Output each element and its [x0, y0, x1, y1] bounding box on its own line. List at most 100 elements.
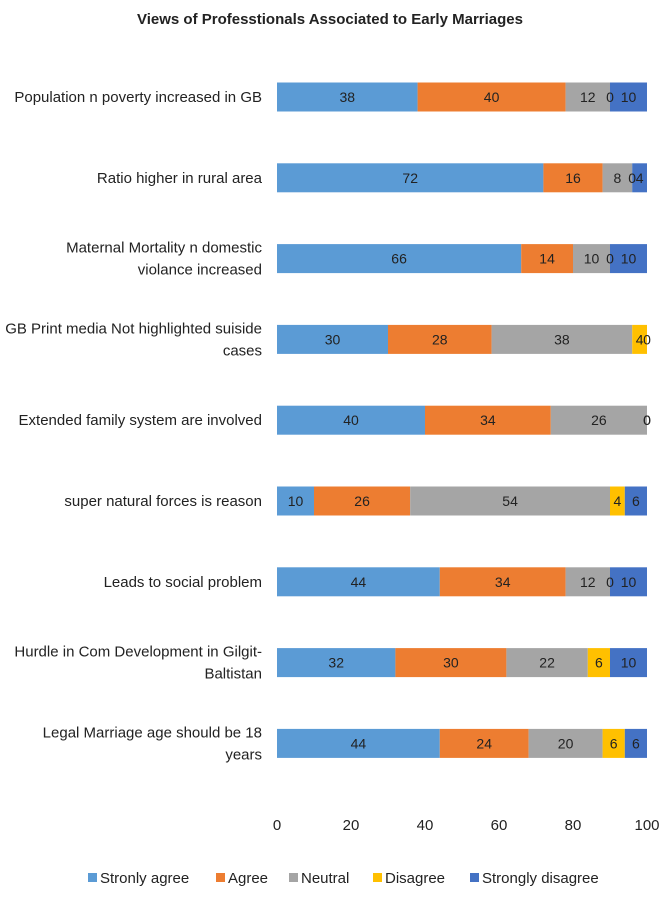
legend-label: Disagree — [385, 870, 445, 887]
data-label: 40 — [484, 89, 500, 105]
bar-segment — [602, 163, 633, 193]
data-label: 30 — [443, 655, 459, 671]
bar-segment — [439, 728, 529, 758]
bar-segment — [565, 567, 610, 597]
bar-segment — [521, 244, 573, 274]
bar-segment — [624, 486, 647, 516]
data-label: 12 — [580, 89, 596, 105]
bar-segment — [277, 324, 388, 354]
category-label-line: Ratio higher in rural area — [97, 170, 263, 187]
bar-segment — [602, 728, 625, 758]
x-tick-label: 60 — [491, 817, 508, 834]
bar-segment — [587, 648, 610, 678]
data-label: 4 — [636, 170, 644, 186]
category-label-line: violance increased — [138, 262, 262, 279]
bar-segment — [491, 324, 633, 354]
data-label: 4 — [636, 331, 644, 347]
category-label: Population n poverty increased in GB — [14, 89, 262, 106]
bar-segment — [395, 648, 507, 678]
data-label: 6 — [595, 655, 603, 671]
bar-segment — [410, 486, 610, 516]
data-label: 72 — [402, 170, 418, 186]
category-label-line: super natural forces is reason — [64, 493, 262, 510]
data-label: 44 — [351, 735, 367, 751]
bar-segment — [277, 163, 544, 193]
bars — [277, 82, 647, 758]
bar-segment — [277, 405, 425, 435]
data-label: 12 — [580, 574, 596, 590]
data-label: 38 — [340, 89, 356, 105]
legend-swatch — [289, 873, 298, 882]
data-label: 0 — [606, 574, 614, 590]
data-label: 6 — [632, 493, 640, 509]
legend-label: Neutral — [301, 870, 349, 887]
bar-segment — [277, 648, 396, 678]
data-label: 4 — [614, 493, 622, 509]
data-label: 8 — [614, 170, 622, 186]
legend-swatch — [470, 873, 479, 882]
category-label-line: Maternal Mortality n domestic — [66, 240, 262, 257]
bar-segment — [277, 728, 440, 758]
legend-label: Stronly agree — [100, 870, 189, 887]
category-label-line: GB Print media Not highlighted suiside — [5, 320, 262, 337]
legend-swatch — [88, 873, 97, 882]
x-tick-label: 40 — [417, 817, 434, 834]
bar-segment — [610, 648, 647, 678]
category-label-line: Extended family system are involved — [19, 412, 262, 429]
data-label: 10 — [621, 251, 637, 267]
data-label: 0 — [643, 412, 651, 428]
category-label-line: Hurdle in Com Development in Gilgit- — [14, 644, 262, 661]
category-label-line: years — [225, 746, 262, 763]
bar-segment — [610, 567, 647, 597]
bar-segment — [277, 82, 418, 112]
category-label-line: Population n poverty increased in GB — [14, 89, 262, 106]
data-label: 14 — [539, 251, 555, 267]
data-label: 10 — [288, 493, 304, 509]
x-tick-label: 0 — [273, 817, 281, 834]
category-label-line: cases — [223, 342, 262, 359]
bar-segment — [624, 728, 647, 758]
bar-segment — [439, 567, 566, 597]
bar-segment — [417, 82, 566, 112]
data-label: 0 — [606, 89, 614, 105]
legend-label: Agree — [228, 870, 268, 887]
data-label: 0 — [643, 331, 651, 347]
bar-segment — [565, 82, 610, 112]
bar-segment — [425, 405, 551, 435]
data-label: 6 — [632, 735, 640, 751]
category-label: Hurdle in Com Development in Gilgit- Balt… — [14, 644, 262, 683]
data-label: 16 — [565, 170, 581, 186]
data-label: 10 — [621, 574, 637, 590]
data-label: 0 — [606, 251, 614, 267]
category-label: Extended family system are involved — [19, 412, 262, 429]
bar-segment — [277, 244, 522, 274]
data-label: 44 — [351, 574, 367, 590]
bar-segment — [528, 728, 603, 758]
data-label: 24 — [476, 735, 492, 751]
data-label: 32 — [328, 655, 344, 671]
bar-segment — [314, 486, 411, 516]
bar-segment — [543, 163, 603, 193]
category-label-line: Leads to social problem — [104, 574, 262, 591]
data-label: 0 — [643, 412, 651, 428]
bar-segment — [388, 324, 492, 354]
bar-segment — [550, 405, 647, 435]
bar-segment — [277, 567, 440, 597]
data-label: 38 — [554, 331, 570, 347]
category-labels: Population n poverty increased in GB Rati… — [5, 89, 262, 763]
legend-label: Strongly disagree — [482, 870, 599, 887]
data-label: 20 — [558, 735, 574, 751]
legend: Stronly agree Agree Neutral Disagree Strongl… — [88, 870, 599, 887]
category-label-line: Baltistan — [204, 666, 262, 683]
data-label: 28 — [432, 331, 448, 347]
data-label: 22 — [539, 655, 555, 671]
bar-segment — [573, 244, 610, 274]
category-label-line: Legal Marriage age should be 18 — [43, 724, 262, 741]
legend-swatch — [373, 873, 382, 882]
bar-segment — [610, 244, 647, 274]
bar-segment — [632, 324, 647, 354]
category-label: super natural forces is reason — [64, 493, 262, 510]
x-tick-label: 100 — [634, 817, 659, 834]
data-label: 66 — [391, 251, 407, 267]
